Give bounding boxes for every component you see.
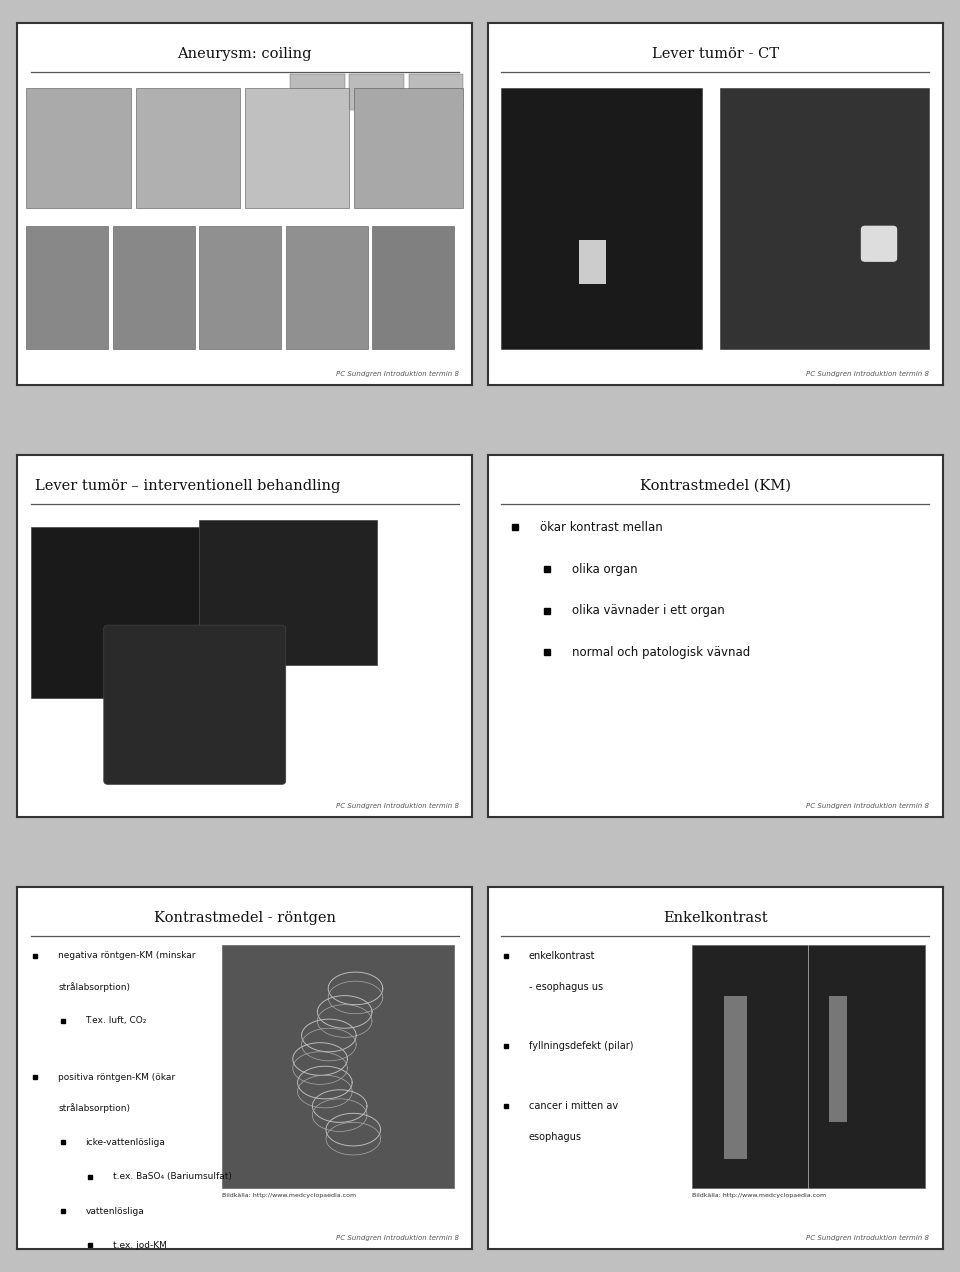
- Text: ökar kontrast mellan: ökar kontrast mellan: [540, 520, 662, 534]
- FancyBboxPatch shape: [409, 74, 464, 109]
- FancyBboxPatch shape: [579, 240, 606, 284]
- FancyBboxPatch shape: [720, 88, 929, 349]
- Text: negativa röntgen-KM (minskar: negativa röntgen-KM (minskar: [59, 951, 196, 960]
- Text: cancer i mitten av: cancer i mitten av: [529, 1102, 617, 1110]
- FancyBboxPatch shape: [829, 996, 847, 1122]
- FancyBboxPatch shape: [290, 74, 345, 109]
- FancyBboxPatch shape: [245, 88, 349, 207]
- FancyBboxPatch shape: [104, 625, 286, 785]
- Text: Lever tumör - CT: Lever tumör - CT: [652, 47, 779, 61]
- Text: esophagus: esophagus: [529, 1132, 582, 1142]
- Text: PC Sundgren Introduktion termin 8: PC Sundgren Introduktion termin 8: [806, 371, 929, 377]
- Text: Kontrastmedel - röntgen: Kontrastmedel - röntgen: [154, 911, 336, 925]
- Text: t.ex. BaSO₄ (Bariumsulfat): t.ex. BaSO₄ (Bariumsulfat): [113, 1173, 231, 1182]
- Text: fyllningsdefekt (pilar): fyllningsdefekt (pilar): [529, 1042, 634, 1052]
- FancyBboxPatch shape: [200, 520, 376, 665]
- Text: PC Sundgren Introduktion termin 8: PC Sundgren Introduktion termin 8: [806, 1235, 929, 1241]
- Text: positiva röntgen-KM (ökar: positiva röntgen-KM (ökar: [59, 1072, 176, 1081]
- FancyBboxPatch shape: [861, 225, 898, 262]
- Text: olika vävnader i ett organ: olika vävnader i ett organ: [572, 604, 725, 617]
- Text: strålabsorption): strålabsorption): [59, 1103, 131, 1113]
- FancyBboxPatch shape: [724, 996, 747, 1159]
- Text: vattenlösliga: vattenlösliga: [85, 1207, 144, 1216]
- Text: T.ex. luft, CO₂: T.ex. luft, CO₂: [85, 1016, 147, 1025]
- FancyBboxPatch shape: [372, 225, 454, 349]
- Text: - esophagus us: - esophagus us: [529, 982, 603, 992]
- Text: Enkelkontrast: Enkelkontrast: [663, 911, 767, 925]
- Text: Aneurysm: coiling: Aneurysm: coiling: [178, 47, 312, 61]
- FancyBboxPatch shape: [26, 88, 131, 207]
- Text: normal och patologisk vävnad: normal och patologisk vävnad: [572, 646, 750, 659]
- Text: PC Sundgren Introduktion termin 8: PC Sundgren Introduktion termin 8: [336, 803, 459, 809]
- Text: strålabsorption): strålabsorption): [59, 982, 131, 991]
- FancyBboxPatch shape: [349, 74, 404, 109]
- Text: PC Sundgren Introduktion termin 8: PC Sundgren Introduktion termin 8: [806, 803, 929, 809]
- Text: Lever tumör – interventionell behandling: Lever tumör – interventionell behandling: [36, 478, 341, 492]
- Text: olika organ: olika organ: [572, 562, 637, 575]
- FancyBboxPatch shape: [501, 88, 702, 349]
- Text: icke-vattenlösliga: icke-vattenlösliga: [85, 1137, 165, 1147]
- FancyBboxPatch shape: [286, 225, 368, 349]
- FancyBboxPatch shape: [692, 945, 924, 1188]
- FancyBboxPatch shape: [26, 225, 108, 349]
- FancyBboxPatch shape: [113, 225, 195, 349]
- Text: PC Sundgren Introduktion termin 8: PC Sundgren Introduktion termin 8: [336, 371, 459, 377]
- Text: Bildkälla: http://www.medcyclopaedia.com: Bildkälla: http://www.medcyclopaedia.com: [222, 1193, 356, 1198]
- Text: t.ex. jod-KM: t.ex. jod-KM: [113, 1241, 167, 1250]
- Text: PC Sundgren Introduktion termin 8: PC Sundgren Introduktion termin 8: [336, 1235, 459, 1241]
- Text: enkelkontrast: enkelkontrast: [529, 950, 595, 960]
- FancyBboxPatch shape: [31, 528, 200, 697]
- FancyBboxPatch shape: [135, 88, 240, 207]
- FancyBboxPatch shape: [354, 88, 464, 207]
- Text: Bildkälla: http://www.medcyclopaedia.com: Bildkälla: http://www.medcyclopaedia.com: [692, 1193, 827, 1198]
- Text: Kontrastmedel (KM): Kontrastmedel (KM): [639, 478, 791, 492]
- FancyBboxPatch shape: [200, 225, 281, 349]
- FancyBboxPatch shape: [222, 945, 454, 1188]
